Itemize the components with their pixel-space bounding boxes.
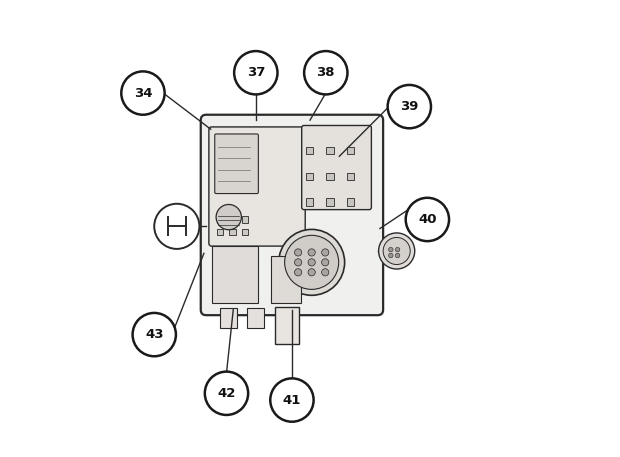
Circle shape [154,204,200,249]
Circle shape [279,229,345,295]
Bar [216,229,223,235]
Bar [347,173,354,180]
Bar [306,173,313,180]
Circle shape [234,51,278,95]
Bar [242,216,248,223]
Circle shape [322,249,329,256]
Bar [326,198,334,206]
Circle shape [205,372,248,415]
Bar [229,229,236,235]
FancyBboxPatch shape [209,127,305,246]
Bar [306,198,313,206]
Text: 42: 42 [217,387,236,400]
Bar [326,147,334,154]
Text: 40: 40 [418,213,436,226]
Circle shape [133,313,176,356]
Circle shape [216,204,241,230]
Circle shape [322,269,329,276]
Bar [242,229,248,235]
Circle shape [389,253,393,258]
Text: PartsDiagramParts.com: PartsDiagramParts.com [249,228,371,238]
Bar [220,308,237,328]
Circle shape [304,51,347,95]
FancyBboxPatch shape [302,126,371,210]
Bar [347,147,354,154]
Bar [347,198,354,206]
Circle shape [308,259,316,266]
Bar [216,216,223,223]
Bar [229,216,236,223]
Circle shape [294,269,302,276]
Circle shape [405,198,449,241]
Bar [326,173,334,180]
Circle shape [294,259,302,266]
Bar [247,308,265,328]
Bar [272,255,301,303]
Circle shape [285,235,339,289]
Bar [275,307,299,344]
Text: 37: 37 [247,66,265,79]
Circle shape [308,249,316,256]
Text: 41: 41 [283,393,301,407]
Circle shape [122,71,165,115]
Circle shape [322,259,329,266]
Circle shape [396,253,400,258]
Circle shape [308,269,316,276]
Circle shape [294,249,302,256]
Circle shape [379,233,415,269]
Circle shape [388,85,431,128]
Text: 43: 43 [145,328,164,341]
Circle shape [383,238,410,265]
FancyBboxPatch shape [201,115,383,315]
Bar [306,147,313,154]
FancyBboxPatch shape [215,134,259,194]
Text: 38: 38 [317,66,335,79]
Text: 34: 34 [134,86,153,100]
Bar [211,246,258,303]
Circle shape [270,378,314,422]
Circle shape [389,247,393,252]
Text: 39: 39 [400,100,419,113]
Circle shape [396,247,400,252]
